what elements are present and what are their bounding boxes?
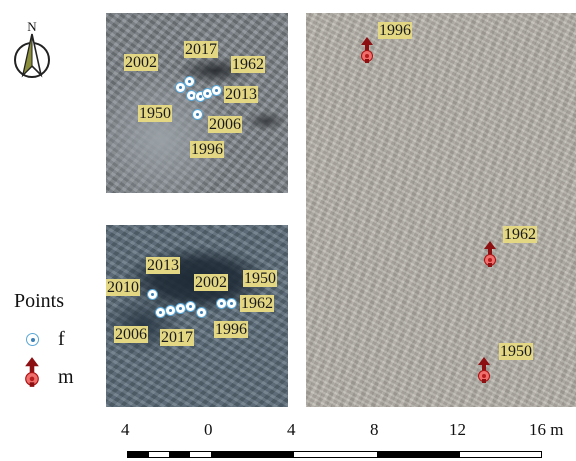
point-f — [184, 76, 195, 87]
year-label: 2013 — [224, 86, 258, 103]
scale-tick: 16 m — [529, 420, 564, 439]
point-f — [147, 289, 158, 300]
scale-segment — [377, 452, 460, 457]
scale-tick: 8 — [370, 420, 379, 439]
year-label: 2017 — [184, 41, 218, 58]
north-arrow-icon: N — [10, 19, 54, 87]
legend-label-f: f — [58, 328, 65, 350]
year-label: 1996 — [214, 321, 248, 338]
scale-tick: 4 — [121, 420, 130, 439]
scale-segment — [211, 452, 294, 457]
scale-tick: 12 — [449, 420, 466, 439]
year-label: 2006 — [114, 326, 148, 343]
legend-label-m: m — [58, 366, 74, 388]
scale-tick: 0 — [204, 420, 213, 439]
legend-title: Points — [14, 290, 65, 312]
point-f — [226, 298, 237, 309]
year-label: 1996 — [190, 141, 224, 158]
year-label: 2002 — [124, 54, 158, 71]
year-label: 2013 — [146, 257, 180, 274]
map-panel-bottom-left: 2013 2002 1950 2010 1962 2006 2017 1996 — [106, 225, 288, 407]
north-label: N — [27, 20, 37, 34]
scale-segment — [169, 452, 190, 457]
year-label: 1962 — [240, 295, 274, 312]
year-label: 1962 — [231, 56, 265, 73]
year-label: 1962 — [503, 226, 537, 243]
year-label: 2010 — [106, 279, 140, 296]
red-arrow-point-icon — [24, 357, 40, 392]
point-f — [175, 82, 186, 93]
year-label: 1996 — [378, 22, 412, 39]
scale-tick: 4 — [287, 420, 296, 439]
year-label: 1950 — [243, 270, 277, 287]
point-f — [196, 307, 207, 318]
year-label: 2017 — [160, 329, 194, 346]
point-f — [192, 109, 203, 120]
point-m — [477, 357, 491, 383]
year-label: 1950 — [138, 105, 172, 122]
map-panel-right: 1996 1962 1950 — [306, 13, 576, 407]
scale-segment — [128, 452, 149, 457]
point-f — [185, 301, 196, 312]
map-panel-top-left: 2002 2017 1962 2013 1950 2006 1996 — [106, 13, 288, 193]
blue-circle-point-icon — [26, 333, 39, 346]
scale-bar — [127, 451, 542, 458]
point-f — [211, 85, 222, 96]
year-label: 1950 — [499, 343, 533, 360]
year-label: 2002 — [194, 274, 228, 291]
year-label: 2006 — [208, 116, 242, 133]
point-m — [483, 241, 497, 267]
point-m — [360, 37, 374, 63]
